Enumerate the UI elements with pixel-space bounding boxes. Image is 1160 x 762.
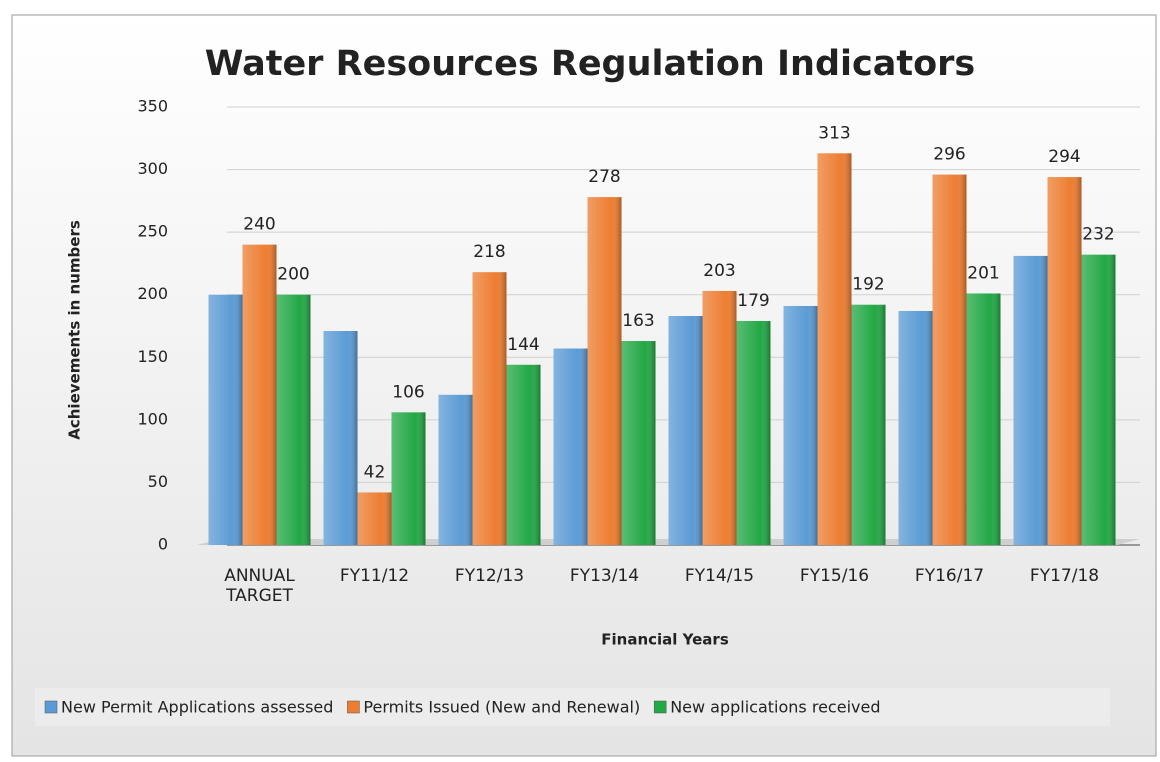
bar-shade — [208, 294, 243, 545]
data-label: 294 — [1048, 147, 1080, 167]
data-label: 144 — [507, 335, 539, 355]
bar-shade — [817, 153, 852, 545]
bar-shade — [438, 394, 473, 545]
data-label: 192 — [852, 275, 884, 295]
bar-shade — [621, 341, 656, 545]
y-tick-label: 200 — [137, 284, 168, 303]
bar-shade — [587, 197, 622, 546]
legend-swatch — [44, 700, 58, 714]
x-tick-label: FY15/16 — [799, 566, 870, 586]
data-label: 106 — [392, 382, 424, 402]
y-tick-label: 150 — [137, 347, 168, 366]
bar-shade — [1013, 255, 1048, 546]
y-axis-title: Achievements in numbers — [66, 220, 84, 440]
bar-shade — [506, 364, 541, 545]
bar-shade — [736, 320, 771, 545]
legend-label: New applications received — [670, 698, 880, 717]
x-tick-label: FY11/12 — [339, 566, 410, 586]
x-tick-label: ANNUAL TARGET — [224, 566, 295, 606]
data-label: 313 — [818, 123, 850, 143]
data-label: 201 — [967, 263, 999, 283]
data-label: 200 — [277, 265, 309, 285]
data-label: 296 — [933, 145, 965, 165]
bar-shade — [553, 348, 588, 545]
bar-shade — [966, 293, 1001, 545]
bar-shade — [668, 315, 703, 545]
y-tick-label: 300 — [137, 159, 168, 178]
legend-swatch — [347, 700, 360, 714]
data-label: 42 — [364, 462, 386, 482]
bar-shade — [391, 412, 426, 545]
bar-shade — [1081, 254, 1116, 545]
data-label: 232 — [1082, 225, 1114, 245]
y-tick-label: 350 — [137, 97, 168, 116]
x-tick-label: FY16/17 — [914, 566, 985, 586]
data-label: 163 — [622, 311, 654, 331]
x-axis-title: Financial Years — [601, 631, 729, 649]
data-label: 203 — [703, 261, 735, 281]
data-label: 218 — [473, 242, 505, 262]
x-tick-label: FY14/15 — [684, 566, 755, 586]
x-tick-label: FY13/14 — [569, 566, 640, 586]
legend-label: Permits Issued (New and Renewal) — [363, 698, 640, 717]
bar-shade — [932, 174, 967, 545]
legend-swatch — [653, 700, 667, 714]
bar-shade — [1047, 177, 1082, 545]
bar-shade — [276, 294, 311, 545]
bar-shade — [357, 492, 392, 545]
y-tick-label: 250 — [137, 222, 168, 241]
bar-shade — [472, 272, 507, 545]
bar-shade — [323, 331, 358, 545]
data-label: 179 — [737, 291, 769, 311]
chart-title: Water Resources Regulation Indicators — [205, 44, 976, 84]
y-tick-label: 100 — [137, 409, 168, 428]
x-tick-label: FY12/13 — [454, 566, 525, 586]
bar-shade — [783, 305, 818, 545]
y-tick-label: 50 — [148, 472, 168, 491]
bar-shade — [851, 304, 886, 545]
bar-shade — [242, 244, 277, 545]
x-tick-label: FY17/18 — [1029, 566, 1100, 586]
legend-label: New Permit Applications assessed — [61, 698, 333, 717]
data-label: 278 — [588, 167, 620, 187]
legend-box — [35, 688, 1110, 726]
bar-shade — [702, 290, 737, 545]
data-label: 240 — [243, 215, 275, 235]
bar-shade — [898, 310, 933, 545]
y-tick-label: 0 — [158, 535, 168, 554]
